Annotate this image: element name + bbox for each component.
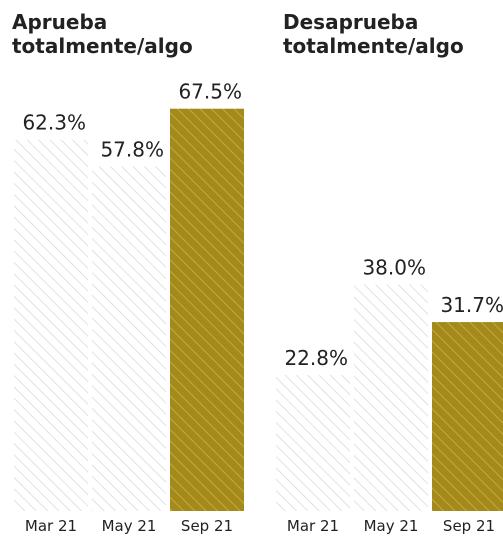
disapprove-bar-2 (354, 285, 428, 511)
approve-bar-1 (14, 140, 88, 511)
approve-value-label-2: 57.8% (100, 138, 164, 162)
disapprove-category-label-2: May 21 (364, 517, 419, 535)
disapprove-value-label-1: 22.8% (284, 346, 348, 370)
disapprove-value-label-3: 31.7% (440, 293, 503, 317)
disapprove-bar-3 (432, 322, 503, 511)
disapprove-bar-1 (276, 375, 350, 511)
disapprove-value-label-2: 38.0% (362, 256, 426, 280)
approve-bar-2 (92, 167, 166, 511)
approve-category-label-2: May 21 (102, 517, 157, 535)
approve-value-label-3: 67.5% (178, 80, 242, 104)
approve-category-label-1: Mar 21 (25, 517, 77, 535)
disapprove-category-label-3: Sep 21 (443, 517, 495, 535)
approve-value-label-1: 62.3% (22, 111, 86, 135)
approve-category-label-3: Sep 21 (181, 517, 233, 535)
approve-bar-3 (170, 109, 244, 511)
disapprove-category-label-1: Mar 21 (287, 517, 339, 535)
